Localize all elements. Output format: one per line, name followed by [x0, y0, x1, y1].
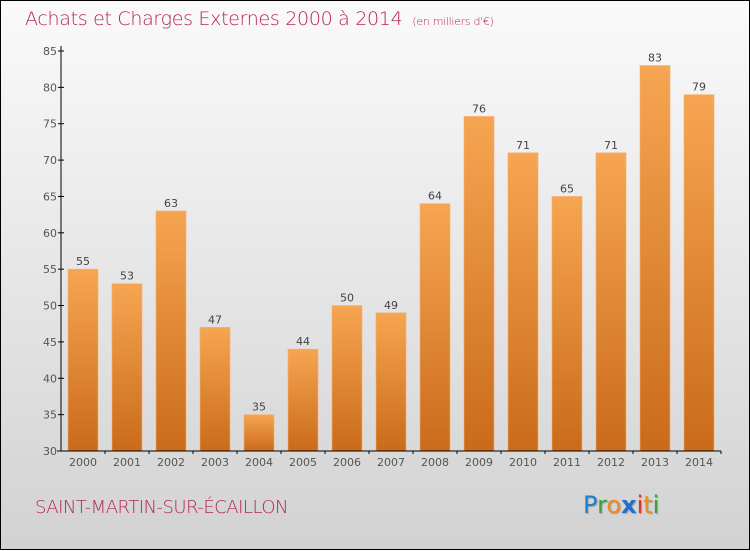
x-tick-label-2014: 2014 [685, 456, 713, 469]
logo-letter: r [597, 491, 607, 519]
y-tick-label-75: 75 [43, 118, 57, 131]
y-tick-label-30: 30 [43, 445, 57, 458]
x-tick-label-2008: 2008 [421, 456, 449, 469]
value-label-2011: 65 [560, 182, 574, 195]
logo-letter: o [606, 491, 622, 519]
x-tick-label-2003: 2003 [201, 456, 229, 469]
bar-2005 [287, 348, 319, 452]
logo-letter: i [636, 491, 644, 519]
value-label-2007: 49 [384, 299, 398, 312]
y-tick-label-80: 80 [43, 81, 57, 94]
x-tick-label-2012: 2012 [597, 456, 625, 469]
chart-title: Achats et Charges Externes 2000 à 2014 (e… [25, 8, 494, 30]
logo-letter: i [652, 491, 660, 519]
y-tick-label-65: 65 [43, 190, 57, 203]
chart-title-text: Achats et Charges Externes 2000 à 2014 [25, 8, 403, 30]
x-tick-label-2005: 2005 [289, 456, 317, 469]
x-tick-label-2002: 2002 [157, 456, 185, 469]
bar-2011 [551, 196, 583, 452]
value-label-2008: 64 [428, 190, 442, 203]
chart-unit: (en milliers d'€) [412, 15, 494, 28]
city-name: SAINT-MARTIN-SUR-ÉCAILLON [35, 497, 288, 518]
axes-group: 2000 2001 2002 2003 2004 2005 2006 2007 2008 2009… [43, 45, 722, 469]
bar-2002 [155, 210, 187, 452]
proxiti-logo[interactable]: Proxiti [583, 491, 659, 519]
y-tick-label-70: 70 [43, 154, 57, 167]
logo-letter: t [643, 491, 653, 519]
value-label-2003: 47 [208, 313, 222, 326]
x-tick-label-2001: 2001 [113, 456, 141, 469]
value-label-2000: 55 [76, 255, 90, 268]
x-tick-label-2007: 2007 [377, 456, 405, 469]
bar-2006 [331, 305, 363, 452]
value-label-2010: 71 [516, 139, 530, 152]
x-tick-label-2006: 2006 [333, 456, 361, 469]
value-label-2005: 44 [296, 335, 310, 348]
x-tick-label-2009: 2009 [465, 456, 493, 469]
x-tick-label-2013: 2013 [641, 456, 669, 469]
value-label-2014: 79 [692, 81, 706, 94]
x-tick-label-2011: 2011 [553, 456, 581, 469]
logo-letter: P [583, 491, 598, 519]
y-tick-label-50: 50 [43, 300, 57, 313]
bar-2010 [507, 152, 539, 452]
value-label-2012: 71 [604, 139, 618, 152]
bar-2004 [243, 414, 275, 452]
value-label-2004: 35 [252, 401, 266, 414]
bar-2009 [463, 116, 495, 452]
bar-2007 [375, 312, 407, 452]
value-label-2009: 76 [472, 102, 486, 115]
x-tick-label-2010: 2010 [509, 456, 537, 469]
bar-2000 [67, 268, 99, 452]
value-label-2001: 53 [120, 270, 134, 283]
bar-2003 [199, 327, 231, 452]
bar-2008 [419, 203, 451, 452]
value-label-2002: 63 [164, 197, 178, 210]
y-tick-label-40: 40 [43, 372, 57, 385]
x-tick-label-2000: 2000 [69, 456, 97, 469]
bars-group: 55 53 63 47 35 44 50 49 64 76 71 65 71 83 79 [67, 52, 715, 452]
bar-2001 [111, 283, 143, 452]
value-label-2013: 83 [648, 52, 662, 65]
y-tick-label-55: 55 [43, 263, 57, 276]
y-tick-label-35: 35 [43, 409, 57, 422]
y-tick-label-45: 45 [43, 336, 57, 349]
y-tick-label-85: 85 [43, 45, 57, 58]
y-tick-label-60: 60 [43, 227, 57, 240]
bar-2014 [683, 94, 715, 452]
x-tick-label-2004: 2004 [245, 456, 273, 469]
bar-2013 [639, 65, 671, 452]
value-label-2006: 50 [340, 292, 354, 305]
bar-2012 [595, 152, 627, 452]
logo-letter: x [621, 491, 637, 519]
